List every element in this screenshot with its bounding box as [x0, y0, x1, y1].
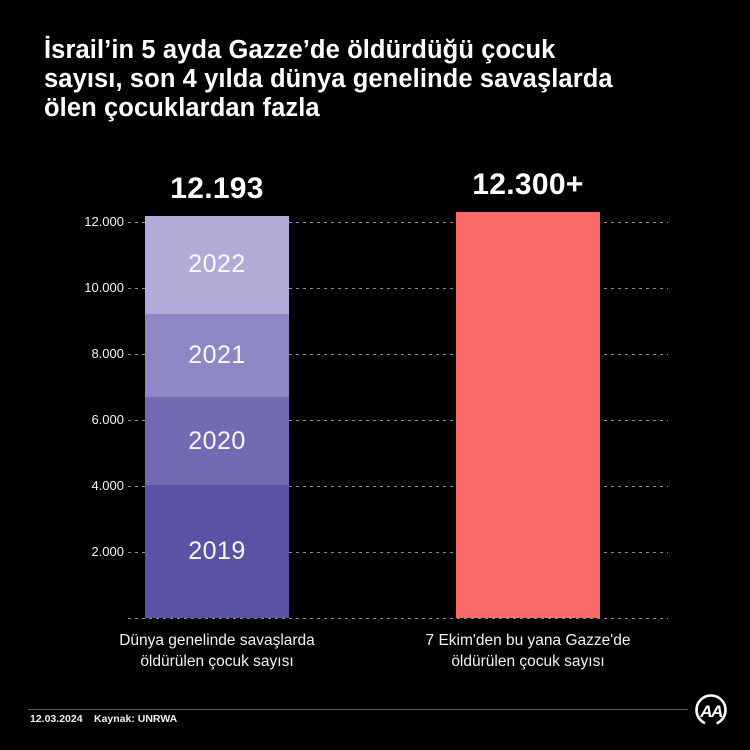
bar-segment-gaza-children	[456, 212, 600, 618]
y-axis-tick-label: 10.000	[84, 280, 124, 295]
gridline-baseline	[128, 618, 668, 619]
year-label-2021: 2021	[188, 341, 246, 370]
footer-source: Kaynak: UNRWA	[94, 713, 178, 725]
footer-divider	[28, 709, 688, 710]
gridline-6.000	[128, 420, 668, 421]
title-line-1: İsrail’in 5 ayda Gazze’de öldürdüğü çocu…	[44, 36, 556, 64]
y-axis-tick-label: 4.000	[91, 478, 124, 493]
bar-world-wars-children: 2022 2021 2020 2019	[145, 215, 289, 618]
category-label-line: öldürülen çocuk sayısı	[451, 653, 605, 670]
category-label-line: 7 Ekim'den bu yana Gazze'de	[425, 632, 631, 649]
bar-segment-2019: 2019	[145, 485, 289, 618]
gridline-4.000	[128, 486, 668, 487]
gridline-2.000	[128, 552, 668, 553]
bar-segment-2020: 2020	[145, 397, 289, 486]
total-value-label-gaza-children: 12.300+	[472, 168, 584, 202]
svg-text:AA: AA	[699, 702, 723, 721]
aa-agency-logo-icon: AA	[695, 694, 727, 726]
gridline-10.000	[128, 288, 668, 289]
title-line-3: ölen çocuklardan fazla	[44, 94, 320, 122]
y-axis-tick-label: 2.000	[91, 544, 124, 559]
year-label-2020: 2020	[188, 426, 246, 455]
gridline-12.000	[128, 222, 668, 223]
category-label-line: Dünya genelinde savaşlarda	[119, 632, 315, 649]
y-axis-tick-label: 6.000	[91, 412, 124, 427]
infographic-title: İsrail’in 5 ayda Gazze’de öldürdüğü çocu…	[44, 36, 714, 123]
y-axis-tick-label: 8.000	[91, 346, 124, 361]
footer-date: 12.03.2024	[30, 713, 83, 725]
gridline-8.000	[128, 354, 668, 355]
category-label-gaza-children: 7 Ekim'den bu yana Gazze'de öldürülen çoc…	[378, 630, 678, 672]
year-label-2019: 2019	[188, 537, 246, 566]
total-value-label-world-wars-children: 12.193	[170, 171, 264, 205]
y-axis-tick-label: 12.000	[84, 214, 124, 229]
bar-gaza-children	[456, 212, 600, 618]
category-label-line: öldürülen çocuk sayısı	[140, 653, 294, 670]
bar-segment-2021: 2021	[145, 314, 289, 398]
category-label-world-wars-children: Dünya genelinde savaşlarda öldürülen çocu…	[67, 630, 367, 672]
title-line-2: sayısı, son 4 yılda dünya genelinde sava…	[44, 65, 613, 93]
bar-segment-2022: 2022	[145, 215, 289, 315]
year-label-2022: 2022	[188, 250, 246, 279]
